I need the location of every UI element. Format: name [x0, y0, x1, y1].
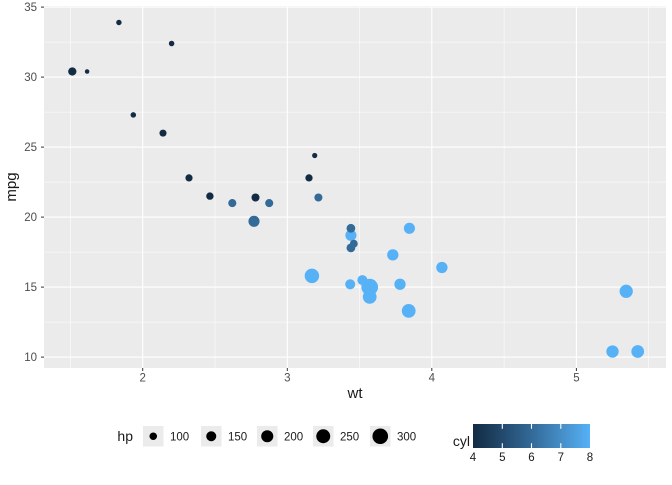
size-legend-label: 250 — [340, 432, 359, 444]
data-point — [84, 69, 90, 74]
size-legend-dot — [316, 429, 331, 444]
data-point — [619, 284, 633, 298]
color-legend-label: 5 — [499, 452, 505, 464]
color-legend-label: 7 — [558, 452, 564, 464]
data-point — [345, 229, 357, 241]
generated-chart-layers: 2 3 4 5 10 15 20 25 30 35 100 150 200 250 300 4 5 6 7 8 — [24, 2, 666, 464]
data-point — [185, 174, 193, 182]
y-axis-title: mpg — [3, 172, 20, 201]
size-legend-label: 300 — [397, 432, 416, 444]
data-point — [631, 345, 645, 358]
size-legend-dot — [372, 428, 389, 445]
data-point — [159, 129, 167, 137]
data-point — [304, 268, 320, 284]
y-tick-label: 20 — [24, 212, 37, 224]
size-legend-label: 100 — [170, 432, 189, 444]
color-legend-label: 4 — [470, 452, 477, 464]
data-point — [305, 174, 313, 182]
data-point — [130, 112, 137, 118]
y-tick-label: 30 — [24, 72, 37, 84]
data-point — [314, 193, 323, 202]
data-point — [251, 193, 260, 202]
data-point — [206, 192, 214, 200]
data-point — [436, 261, 448, 274]
x-tick-label: 4 — [429, 373, 436, 385]
data-point — [312, 152, 318, 159]
color-legend-title: cyl — [453, 433, 470, 449]
data-point — [361, 278, 379, 296]
data-point — [168, 40, 175, 47]
x-tick-label: 3 — [284, 373, 290, 385]
data-point — [265, 199, 274, 208]
size-legend-dot — [206, 431, 217, 442]
data-point — [606, 345, 619, 358]
data-point — [401, 304, 416, 318]
size-legend-title: hp — [117, 428, 133, 444]
plot-panel — [44, 6, 666, 368]
data-point — [248, 215, 260, 227]
x-axis-title: wt — [347, 385, 364, 402]
data-point — [228, 199, 237, 208]
x-tick-label: 5 — [573, 373, 579, 385]
size-legend-label: 150 — [228, 432, 247, 444]
data-point — [346, 243, 356, 253]
data-point — [403, 222, 415, 234]
size-legend-dot — [261, 430, 274, 443]
y-tick-label: 25 — [24, 142, 37, 154]
data-point — [345, 279, 356, 290]
data-point — [68, 67, 77, 76]
y-tick-label: 35 — [24, 2, 37, 14]
color-legend-label: 8 — [587, 452, 593, 464]
size-legend-dot — [149, 432, 158, 441]
y-tick-label: 10 — [24, 352, 37, 364]
data-point — [394, 278, 406, 290]
x-tick-label: 2 — [139, 373, 145, 385]
size-legend-label: 200 — [284, 432, 303, 444]
data-point — [346, 223, 356, 233]
color-legend-label: 6 — [528, 452, 534, 464]
y-tick-label: 15 — [24, 282, 37, 294]
data-point — [387, 249, 399, 261]
data-point — [116, 19, 122, 26]
